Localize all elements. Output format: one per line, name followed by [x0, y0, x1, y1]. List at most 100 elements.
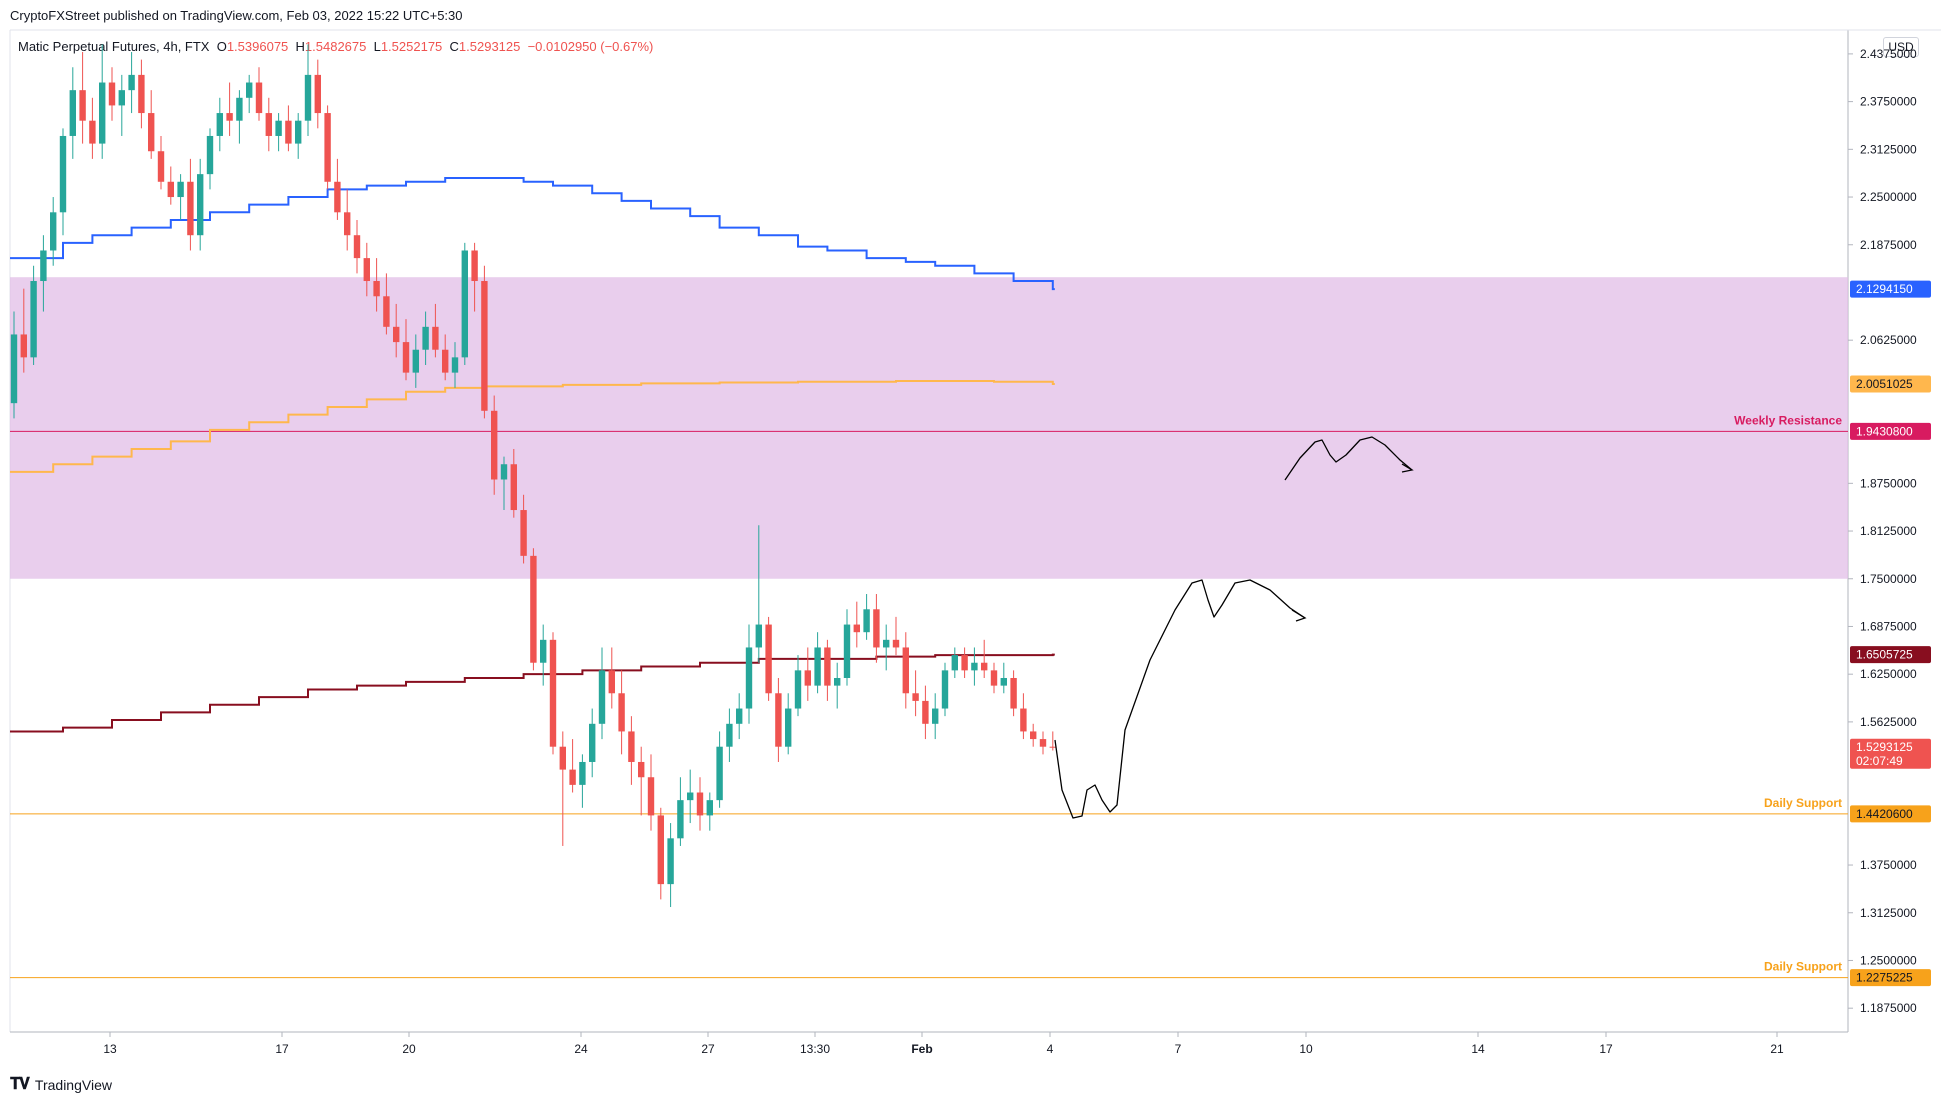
candle-body [491, 410, 498, 480]
level-label: Daily Support [1764, 960, 1842, 974]
candle-body [628, 731, 635, 762]
x-tick-label: 7 [1175, 1042, 1182, 1056]
candle-body [99, 82, 106, 144]
candle-body [412, 349, 419, 373]
price-label-text: 1.2275225 [1856, 971, 1913, 985]
candle-body [461, 250, 468, 358]
candle-body [206, 135, 214, 175]
candle-body [549, 639, 557, 747]
price-label-tag [1850, 375, 1931, 393]
candle-body [1049, 746, 1056, 748]
candle-body [638, 761, 645, 778]
tradingview-logo[interactable]: 𝐓𝐕 TradingView [10, 1076, 112, 1094]
publish-info: CryptoFXStreet published on TradingView.… [10, 8, 463, 23]
candle-body [314, 74, 321, 114]
candle-body [814, 647, 821, 686]
close-value: 1.5293125 [458, 39, 521, 54]
price-label-tag [1850, 969, 1931, 987]
candle-body [804, 670, 811, 686]
candle-body [883, 639, 890, 648]
candle-body [932, 708, 939, 724]
price-label-text: 1.5293125 [1856, 740, 1913, 754]
candle-body [598, 670, 606, 724]
price-label-tag [1850, 422, 1931, 440]
candle-body [324, 113, 331, 182]
x-tick-label: 20 [402, 1042, 416, 1056]
candle-body [853, 624, 860, 633]
low-label: L [373, 39, 381, 54]
candle-body [667, 838, 674, 885]
candle-body [255, 82, 263, 114]
candle-body [559, 746, 566, 770]
arrow-head-icon [1291, 609, 1307, 622]
candle-body [912, 693, 919, 701]
candle-body [726, 723, 733, 747]
candle-body [197, 174, 204, 236]
candle-body [304, 74, 312, 121]
candle-body [50, 212, 57, 251]
candle-body [481, 281, 488, 411]
candle-body [108, 82, 116, 106]
candle-body [236, 97, 243, 121]
candle-body [344, 212, 351, 236]
y-tick-label: 1.6875000 [1860, 619, 1917, 633]
candle-body [20, 334, 27, 358]
y-tick-label: 1.8125000 [1860, 524, 1917, 538]
price-label-tag [1850, 280, 1931, 298]
y-tick-label: 1.3125000 [1860, 906, 1917, 920]
candle-body [696, 792, 704, 816]
y-tick-label: 1.3750000 [1860, 858, 1917, 872]
candle-body [687, 792, 694, 801]
price-label-tag [1850, 805, 1931, 823]
price-label-text: 1.4420600 [1856, 807, 1913, 821]
candle-body [422, 326, 429, 350]
candle-body [40, 250, 47, 282]
x-tick-label: 17 [1599, 1042, 1613, 1056]
candle-body [755, 624, 762, 648]
price-label-text: 2.0051025 [1856, 377, 1913, 391]
change-value: −0.0102950 (−0.67%) [527, 39, 654, 54]
candle-body [716, 746, 723, 801]
candle-body [530, 555, 537, 663]
candle-body [540, 639, 547, 663]
x-tick-label: 10 [1299, 1042, 1313, 1056]
candle-body [677, 800, 684, 839]
currency-button[interactable]: USD [1883, 37, 1919, 57]
countdown-text: 02:07:49 [1856, 754, 1903, 768]
resistance-zone [10, 277, 1848, 579]
candle-body [393, 326, 400, 343]
candle-body [657, 815, 664, 885]
candle-body [334, 181, 341, 213]
orange-ma-line [10, 380, 1055, 473]
y-tick-label: 1.7500000 [1860, 572, 1917, 586]
y-tick-label: 2.0625000 [1860, 333, 1917, 347]
candle-body [246, 82, 253, 98]
x-tick-label: 24 [574, 1042, 588, 1056]
candle-body [834, 677, 841, 686]
y-tick-label: 2.1875000 [1860, 238, 1917, 252]
candle-body [69, 90, 76, 136]
price-label-text: 2.1294150 [1856, 282, 1913, 296]
candle-body [442, 349, 449, 373]
brand-name: TradingView [34, 1077, 112, 1093]
y-tick-label: 2.2500000 [1860, 190, 1917, 204]
candle-body [187, 181, 194, 236]
candle-body [59, 135, 67, 213]
candle-body [589, 723, 596, 762]
candle-body [383, 296, 390, 327]
candle-body [226, 113, 233, 121]
candle-body [843, 624, 851, 678]
candle-body [569, 769, 576, 785]
candle-body [451, 357, 459, 373]
price-label-text: 1.9430800 [1856, 424, 1913, 438]
candle-body [216, 113, 223, 136]
candle-body [892, 639, 900, 648]
candle-body [765, 624, 772, 694]
candle-body [775, 693, 782, 747]
symbol-legend: Matic Perpetual Futures, 4h, FTX O1.5396… [18, 39, 653, 54]
candle-body [824, 647, 831, 686]
candle-body [275, 120, 282, 136]
candle-body [128, 74, 135, 91]
